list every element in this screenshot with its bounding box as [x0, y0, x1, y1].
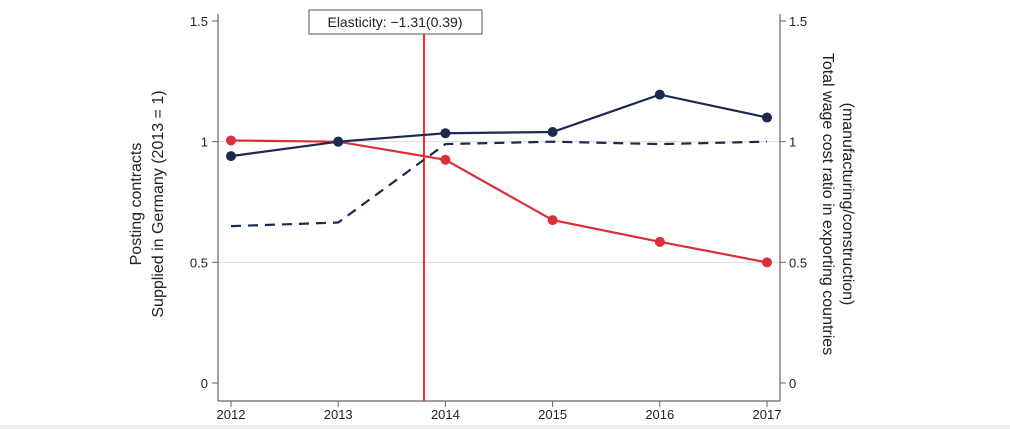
annotation-box: Elasticity: −1.31(0.39) — [308, 9, 483, 35]
y-right-tick-label: 0 — [789, 376, 796, 391]
series-0-point — [547, 215, 558, 226]
series-0-point — [762, 257, 772, 268]
x-tick-label: 2016 — [645, 407, 674, 422]
axes: 0 0.5 1 1.5 0 0.5 1 1.5 2012 2013 2014 2015 2016 2017 — [190, 14, 807, 422]
x-tick-label: 2017 — [753, 407, 782, 422]
y-right-tick-label: 1.5 — [789, 14, 807, 29]
series-1-point — [547, 127, 558, 138]
y-right-label-line2: (manufacturing/construction) — [839, 103, 856, 306]
series-line-1 — [230, 93, 768, 158]
series-1-point — [762, 112, 772, 123]
y-left-tick-label: 0.5 — [190, 255, 208, 270]
series-1-point — [333, 136, 344, 147]
annotation-text: Elasticity: −1.31(0.39) — [327, 14, 462, 30]
y-left-label-line1: Posting contracts — [128, 143, 145, 266]
series-layer — [226, 34, 772, 401]
x-tick-label: 2013 — [324, 407, 353, 422]
x-tick-label: 2014 — [431, 407, 460, 422]
series-1-point — [654, 89, 665, 100]
y-left-tick-label: 1 — [201, 135, 208, 150]
bottom-border — [0, 425, 1010, 429]
y-right-tick-label: 1 — [789, 135, 796, 150]
y-right-tick-label: 0.5 — [789, 255, 807, 270]
series-line-0 — [230, 139, 768, 264]
series-line-2 — [230, 140, 768, 228]
y-left-label-line2: Supplied in Germany (2013 = 1) — [150, 90, 167, 317]
y-right-label-line1: Total wage cost ratio in exporting count… — [819, 53, 836, 355]
y-left-tick-label: 1.5 — [190, 14, 208, 29]
y-left-tick-label: 0 — [201, 376, 208, 391]
series-1-point — [440, 128, 451, 139]
x-tick-label: 2012 — [217, 407, 246, 422]
x-tick-label: 2015 — [538, 407, 567, 422]
series-0-point — [226, 135, 236, 146]
series-1-point — [226, 151, 236, 162]
series-0-point — [654, 236, 665, 247]
series-0-point — [440, 154, 451, 165]
gridlines — [218, 141, 780, 263]
